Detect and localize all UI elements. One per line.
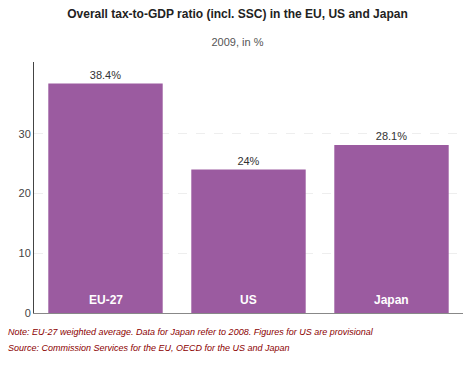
- svg-text:38.4%: 38.4%: [90, 69, 121, 81]
- svg-text:Japan: Japan: [374, 293, 409, 307]
- svg-text:0: 0: [25, 307, 31, 319]
- svg-text:2009, in %: 2009, in %: [212, 36, 264, 48]
- svg-text:10: 10: [19, 247, 31, 259]
- svg-text:Note: EU-27 weighted average.: Note: EU-27 weighted average. Data for J…: [8, 327, 374, 337]
- svg-text:20: 20: [19, 187, 31, 199]
- svg-text:EU-27: EU-27: [89, 293, 123, 307]
- svg-text:Overall tax-to-GDP ratio (incl: Overall tax-to-GDP ratio (incl. SSC) in …: [67, 7, 408, 21]
- svg-text:US: US: [240, 293, 257, 307]
- svg-text:Source: Commission Services fo: Source: Commission Services for the EU, …: [8, 343, 290, 353]
- svg-text:28.1%: 28.1%: [376, 130, 407, 142]
- svg-text:30: 30: [19, 128, 31, 140]
- svg-text:24%: 24%: [237, 155, 259, 167]
